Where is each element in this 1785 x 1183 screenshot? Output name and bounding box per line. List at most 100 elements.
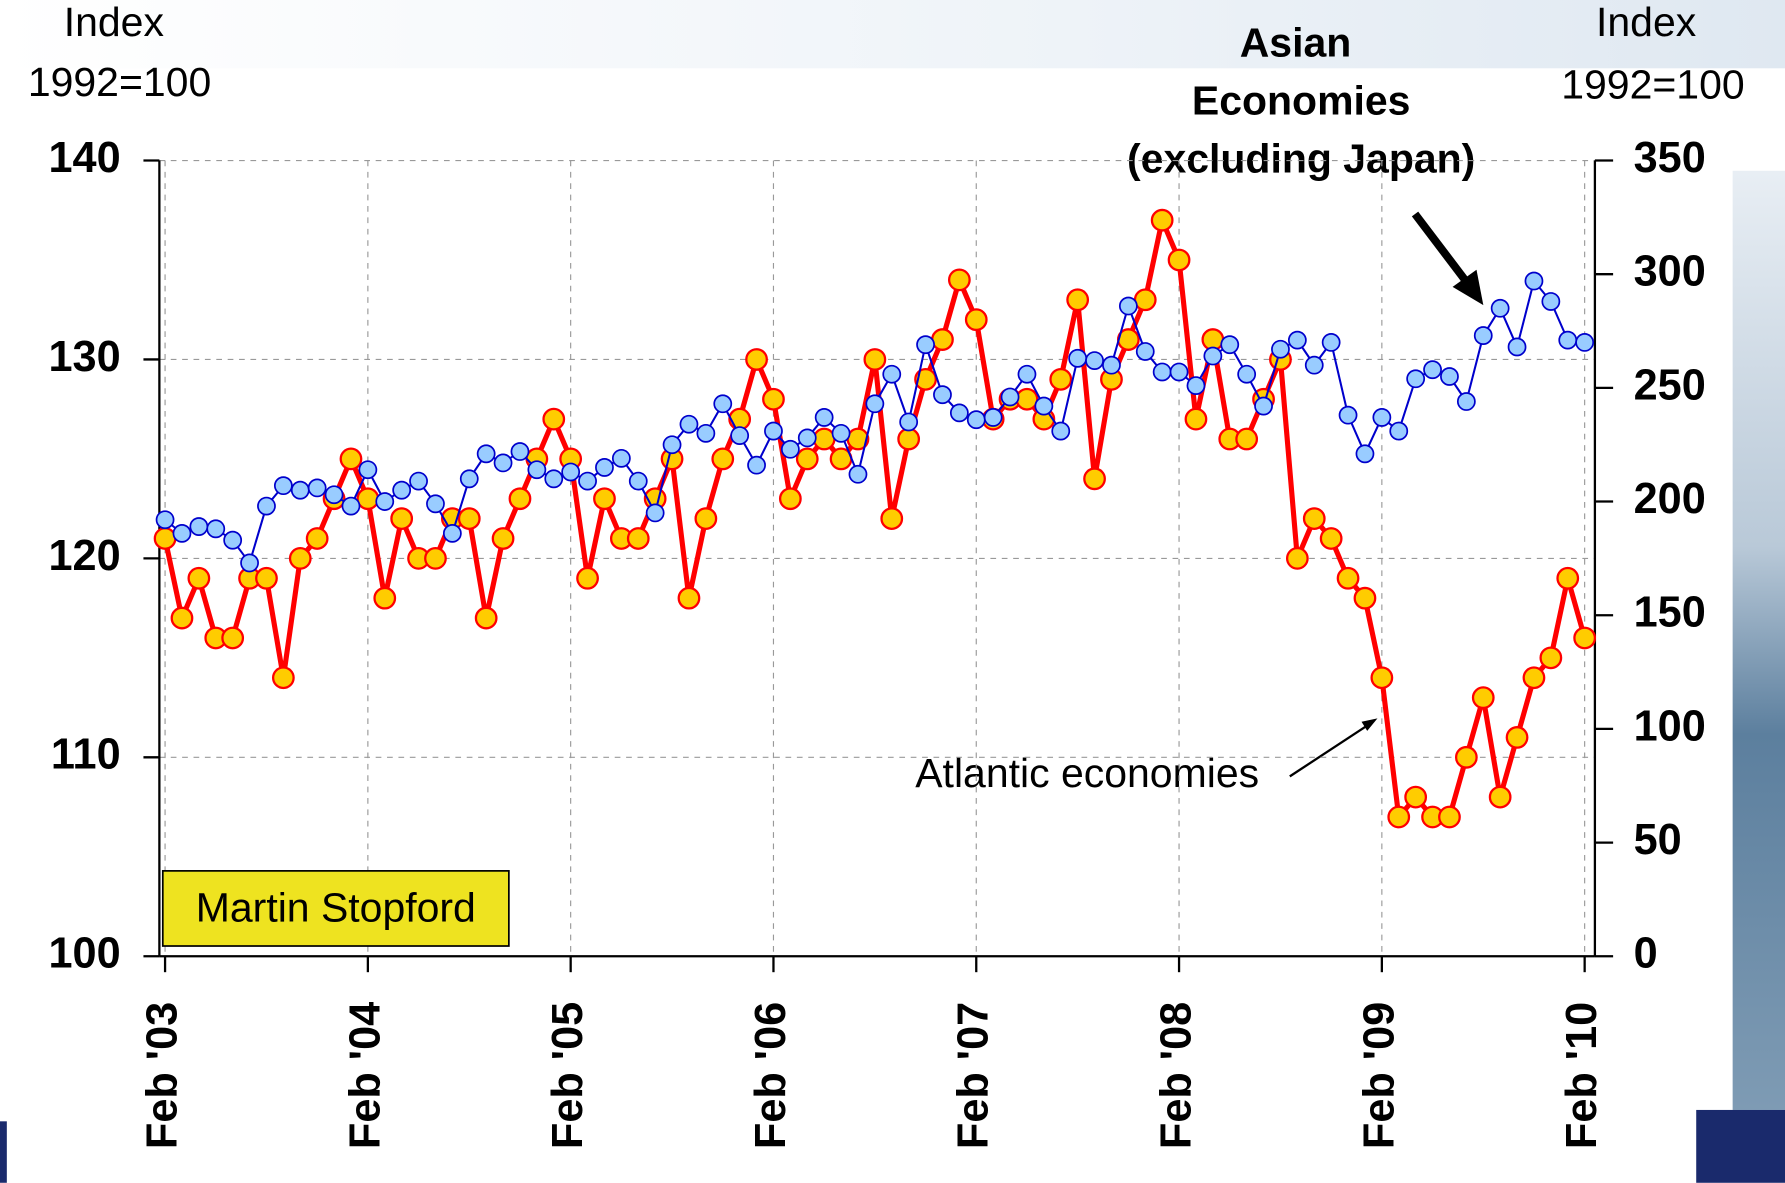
- plot-area: 100 110 120 130 140 0 50 100 150 200 250 300 350 Feb …: [48, 134, 1705, 1149]
- x-tick-label: Feb '07: [950, 1002, 998, 1149]
- y-tick-label: 110: [51, 731, 121, 779]
- data-point: [595, 458, 614, 477]
- data-point: [780, 439, 800, 459]
- data-point: [424, 547, 447, 570]
- data-point: [1539, 646, 1563, 670]
- data-point: [1220, 335, 1240, 355]
- data-point: [1370, 666, 1394, 690]
- data-point: [1271, 339, 1290, 359]
- data-point: [797, 428, 817, 448]
- data-point: [1372, 408, 1392, 427]
- x-tick-label: Feb '10: [1558, 1002, 1606, 1149]
- data-point: [1235, 427, 1259, 451]
- data-point: [814, 408, 834, 427]
- data-point: [1237, 364, 1257, 384]
- data-point: [1169, 362, 1189, 382]
- data-point: [1066, 288, 1090, 312]
- data-point: [1336, 566, 1360, 590]
- data-point: [1319, 527, 1343, 550]
- x-tick-label: Feb '04: [341, 1002, 389, 1149]
- data-point: [409, 471, 428, 491]
- data-point: [1118, 296, 1138, 316]
- y-axis-label: Index: [64, 0, 165, 45]
- data-point: [1321, 333, 1341, 352]
- data-point: [778, 487, 802, 511]
- data-point: [187, 566, 211, 590]
- data-point: [1184, 407, 1208, 431]
- data-point: [713, 394, 733, 414]
- data-point: [1186, 376, 1206, 395]
- data-point: [1389, 421, 1409, 441]
- data-point: [730, 426, 750, 446]
- data-point: [964, 308, 988, 332]
- data-point: [645, 503, 665, 523]
- data-point: [542, 407, 566, 431]
- data-point: [1471, 686, 1495, 710]
- data-point: [711, 447, 735, 471]
- data-point: [1049, 367, 1073, 391]
- data-point: [1556, 566, 1580, 590]
- data-point: [1203, 346, 1223, 366]
- data-point: [1000, 387, 1020, 407]
- y2-tick-label: 100: [1634, 702, 1706, 750]
- y2-tick-label: 300: [1634, 248, 1706, 296]
- data-point: [679, 414, 699, 434]
- data-point: [273, 476, 293, 496]
- series-line: [164, 279, 1585, 564]
- data-point: [578, 471, 597, 491]
- data-point: [863, 348, 887, 371]
- data-point: [493, 453, 513, 473]
- data-point: [1558, 330, 1578, 350]
- data-point: [764, 421, 783, 441]
- data-point: [931, 328, 954, 351]
- data-point: [290, 480, 310, 500]
- data-point: [373, 586, 397, 610]
- data-point: [812, 427, 836, 451]
- data-point: [442, 523, 462, 543]
- y2-axis-label: Index: [1596, 0, 1697, 45]
- data-point: [628, 471, 648, 491]
- data-point: [206, 519, 226, 539]
- data-point: [1575, 333, 1595, 352]
- annotation-arrow-head: [1361, 718, 1378, 731]
- data-point: [1135, 342, 1155, 361]
- data-point: [1488, 785, 1512, 809]
- data-point: [510, 442, 530, 461]
- data-point: [255, 566, 278, 590]
- annotation-arrow-head: [1452, 269, 1484, 306]
- data-point: [1524, 271, 1544, 291]
- data-point: [916, 335, 935, 355]
- data-point: [1522, 666, 1546, 690]
- data-point: [223, 530, 243, 550]
- data-point: [1473, 326, 1493, 345]
- data-point: [257, 496, 276, 516]
- data-point: [341, 496, 361, 516]
- data-point: [508, 487, 532, 511]
- data-point: [324, 485, 344, 505]
- data-point: [966, 410, 986, 430]
- data-point: [1152, 362, 1172, 382]
- x-tick-label: Feb '09: [1355, 1002, 1403, 1149]
- y2-tick-label: 250: [1634, 361, 1706, 409]
- data-point: [593, 487, 616, 511]
- data-point: [305, 527, 329, 550]
- data-point: [1440, 367, 1459, 386]
- data-point: [831, 423, 851, 443]
- data-point: [474, 606, 498, 630]
- y2-tick-label: 50: [1634, 816, 1682, 864]
- data-point: [914, 367, 937, 391]
- data-point: [288, 547, 312, 570]
- data-point: [882, 364, 902, 384]
- data-point: [1133, 288, 1157, 312]
- data-point: [696, 423, 716, 443]
- data-point: [576, 566, 599, 590]
- footer-band: [0, 1121, 7, 1183]
- data-point: [476, 444, 496, 464]
- watermark: Martin Stopford: [196, 885, 476, 931]
- data-point: [983, 408, 1003, 427]
- data-point: [491, 527, 515, 550]
- y-axis-label: 1992=100: [28, 59, 211, 105]
- data-point: [897, 427, 921, 451]
- data-point: [947, 268, 971, 292]
